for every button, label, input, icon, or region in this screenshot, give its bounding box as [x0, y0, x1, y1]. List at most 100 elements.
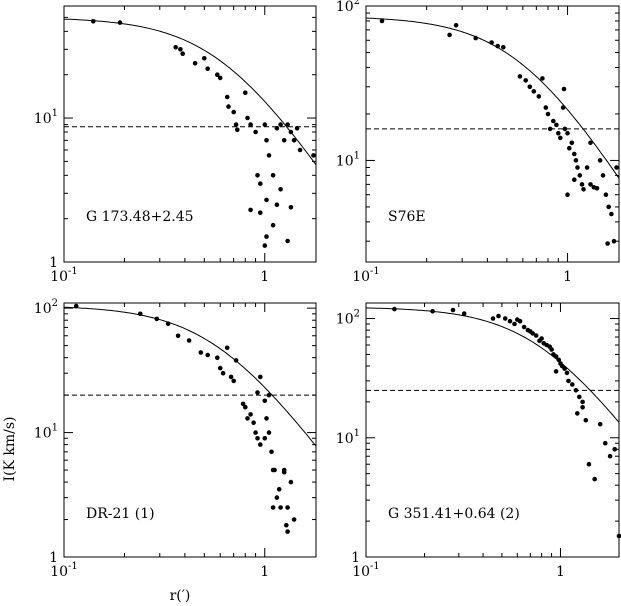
data-point — [502, 316, 508, 321]
data-point — [597, 421, 603, 427]
data-point — [533, 333, 539, 338]
fit-curve — [63, 18, 317, 165]
data-point — [274, 495, 280, 500]
x-tick-label: 1 — [563, 269, 572, 285]
data-point — [233, 122, 239, 127]
data-point — [266, 392, 272, 398]
data-point — [224, 94, 230, 100]
data-point — [215, 72, 220, 77]
data-point — [543, 105, 549, 110]
data-point — [573, 388, 579, 393]
data-point — [285, 122, 290, 127]
data-point — [600, 173, 606, 178]
data-point — [220, 370, 226, 376]
panel-label: S76E — [388, 209, 426, 225]
data-point — [264, 138, 269, 143]
data-point — [565, 192, 570, 197]
data-point — [527, 84, 533, 90]
data-point — [278, 505, 283, 510]
panel-label: DR-21 (1) — [86, 506, 155, 522]
data-point — [243, 90, 248, 95]
data-point — [272, 467, 277, 473]
data-point — [173, 45, 178, 50]
data-point — [586, 461, 592, 467]
y-tick-label: 101 — [34, 423, 58, 442]
data-point — [288, 205, 294, 210]
data-point — [581, 187, 586, 192]
data-point — [205, 352, 210, 358]
data-point — [281, 469, 287, 475]
x-tick-label: 10-1 — [352, 561, 380, 580]
data-point — [278, 187, 283, 192]
data-point — [523, 78, 528, 83]
data-point — [224, 345, 230, 351]
data-point — [245, 416, 250, 421]
data-point — [269, 449, 274, 455]
data-point — [547, 126, 553, 132]
x-tick-label: 10-1 — [50, 561, 78, 580]
data-point — [379, 18, 385, 24]
data-point — [266, 430, 272, 435]
data-point — [583, 418, 589, 423]
data-point — [255, 173, 260, 178]
x-tick-label: 10-1 — [50, 266, 78, 285]
data-point — [616, 533, 621, 539]
y-tick-label: 1 — [49, 255, 58, 271]
x-tick-label: 1 — [556, 564, 565, 580]
data-point — [274, 202, 280, 207]
data-point — [560, 105, 566, 110]
data-point — [473, 35, 479, 41]
data-point — [262, 398, 268, 404]
data-point — [228, 374, 234, 380]
y-tick-label: 101 — [336, 150, 360, 169]
data-point — [588, 140, 593, 146]
data-point — [311, 153, 316, 158]
data-point — [592, 476, 597, 482]
data-point — [284, 522, 289, 528]
data-point — [91, 19, 96, 24]
data-point — [495, 43, 501, 49]
data-point — [248, 412, 253, 417]
data-point — [575, 411, 580, 416]
data-point — [240, 401, 246, 407]
data-point — [291, 517, 297, 522]
data-point — [226, 104, 231, 109]
data-point — [186, 338, 192, 343]
data-point — [258, 210, 263, 215]
data-point — [551, 118, 556, 124]
data-point — [294, 125, 300, 131]
data-point — [564, 370, 570, 376]
data-point — [569, 140, 575, 146]
data-point — [580, 405, 585, 410]
data-point — [531, 89, 537, 94]
data-point — [562, 366, 567, 371]
data-point — [245, 115, 250, 121]
data-point — [262, 436, 268, 441]
data-point — [603, 440, 608, 446]
y-tick-label: 101 — [336, 428, 360, 447]
data-point — [253, 430, 258, 435]
data-point — [291, 138, 297, 143]
data-point — [202, 56, 207, 61]
data-point — [461, 311, 467, 316]
data-point — [178, 47, 183, 52]
data-point — [572, 177, 577, 182]
data-point — [577, 394, 582, 400]
fit-curve — [64, 306, 317, 447]
data-point — [512, 321, 517, 327]
data-point — [217, 75, 223, 81]
data-point — [554, 122, 559, 128]
data-point — [266, 153, 272, 158]
data-point — [255, 436, 260, 441]
data-point — [553, 369, 559, 374]
data-point — [607, 453, 613, 459]
data-point — [117, 20, 123, 25]
y-tick-label: 1 — [49, 550, 58, 566]
data-point — [496, 313, 501, 319]
y-tick-label: 102 — [336, 0, 360, 15]
data-point — [611, 238, 617, 244]
data-point — [248, 207, 253, 213]
data-point — [392, 306, 397, 312]
panel-label: G 173.48+2.45 — [86, 209, 194, 225]
